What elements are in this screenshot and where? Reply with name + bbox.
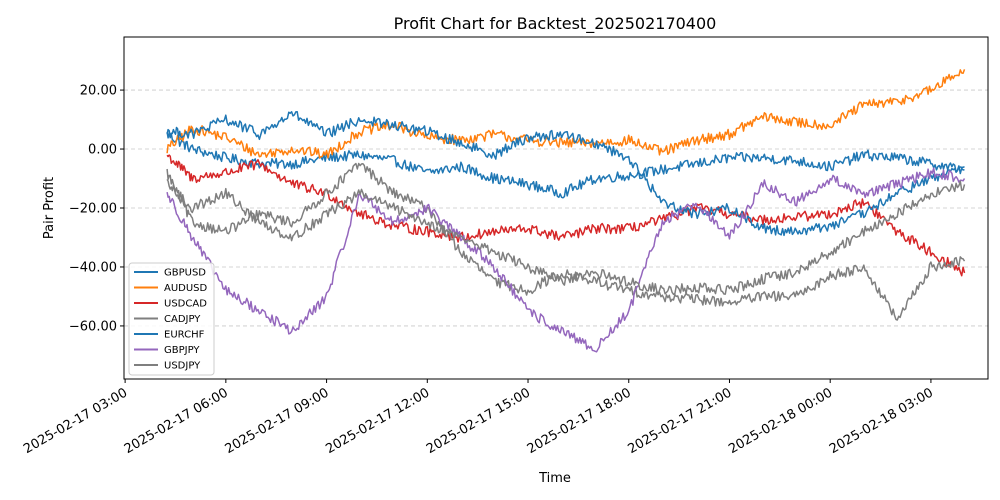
- x-axis-label: Time: [538, 471, 571, 486]
- legend-box: [128, 262, 215, 376]
- y-axis: 20.00 0.00 −20.00 −40.00 −60.00: [69, 84, 124, 334]
- legend-label: GBPJPY: [164, 345, 200, 356]
- y-tick-label: −20.00: [69, 202, 117, 217]
- y-axis-label: Pair Profit: [42, 177, 57, 239]
- series-line-eurchf: [166, 111, 965, 237]
- series-line-usdjpy: [166, 179, 966, 296]
- legend-label: CADJPY: [164, 314, 201, 325]
- legend-label: USDJPY: [164, 361, 201, 372]
- legend-label: AUDUSD: [164, 283, 208, 294]
- y-tick-label: 20.00: [80, 84, 117, 99]
- grid-layer: [124, 89, 988, 327]
- series-line-cadjpy: [166, 162, 966, 321]
- y-tick-label: −40.00: [69, 260, 117, 275]
- series-line-gbpusd: [166, 131, 965, 199]
- legend-label: EURCHF: [164, 330, 205, 341]
- plot-lines: [166, 69, 966, 353]
- legend-label: USDCAD: [164, 299, 207, 310]
- y-tick-label: 0.00: [88, 143, 117, 158]
- y-tick-label: −60.00: [69, 319, 117, 334]
- series-line-audusd: [166, 69, 966, 159]
- series-line-usdcad: [166, 154, 966, 277]
- legend: GBPUSD AUDUSD USDCAD CADJPY EURCHF GBPJPY USDJ…: [128, 262, 215, 376]
- legend-label: GBPUSD: [164, 268, 206, 279]
- chart-title: Profit Chart for Backtest_202502170400: [394, 14, 717, 34]
- series-line-gbpjpy: [166, 167, 966, 353]
